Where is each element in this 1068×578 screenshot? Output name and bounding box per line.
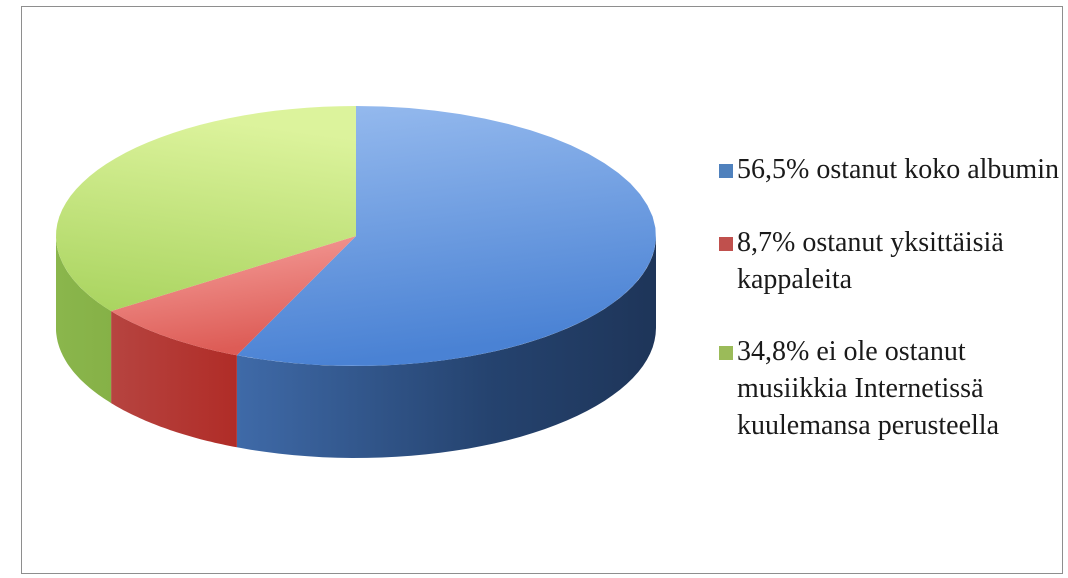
slice-ei-ostanut-side — [56, 236, 112, 404]
legend-swatch-red — [719, 237, 733, 251]
legend-label: 56,5% ostanut koko albumin — [737, 154, 1059, 185]
legend-swatch-blue — [719, 164, 733, 178]
legend: 56,5% ostanut koko albumin 8,7% ostanut … — [719, 151, 1059, 480]
slice-koko-albumin-side — [236, 236, 656, 458]
slice-koko-albumin — [236, 106, 656, 366]
pie-tops — [56, 106, 656, 366]
slice-yksittaisia-kappaleita-side — [111, 311, 237, 448]
legend-item: 8,7% ostanut yksittäisiä kappaleita — [719, 224, 1059, 298]
legend-item: 34,8% ei ole ostanut musiikkia Interneti… — [719, 333, 1059, 444]
legend-item: 56,5% ostanut koko albumin — [719, 151, 1059, 188]
slice-yksittaisia-kappaleita — [111, 236, 356, 356]
legend-label: 8,7% ostanut yksittäisiä kappaleita — [737, 227, 1004, 295]
slice-ei-ostanut — [56, 106, 356, 312]
pie-sides — [56, 236, 656, 458]
legend-label: 34,8% ei ole ostanut musiikkia Interneti… — [737, 336, 1000, 441]
legend-swatch-green — [719, 346, 733, 360]
